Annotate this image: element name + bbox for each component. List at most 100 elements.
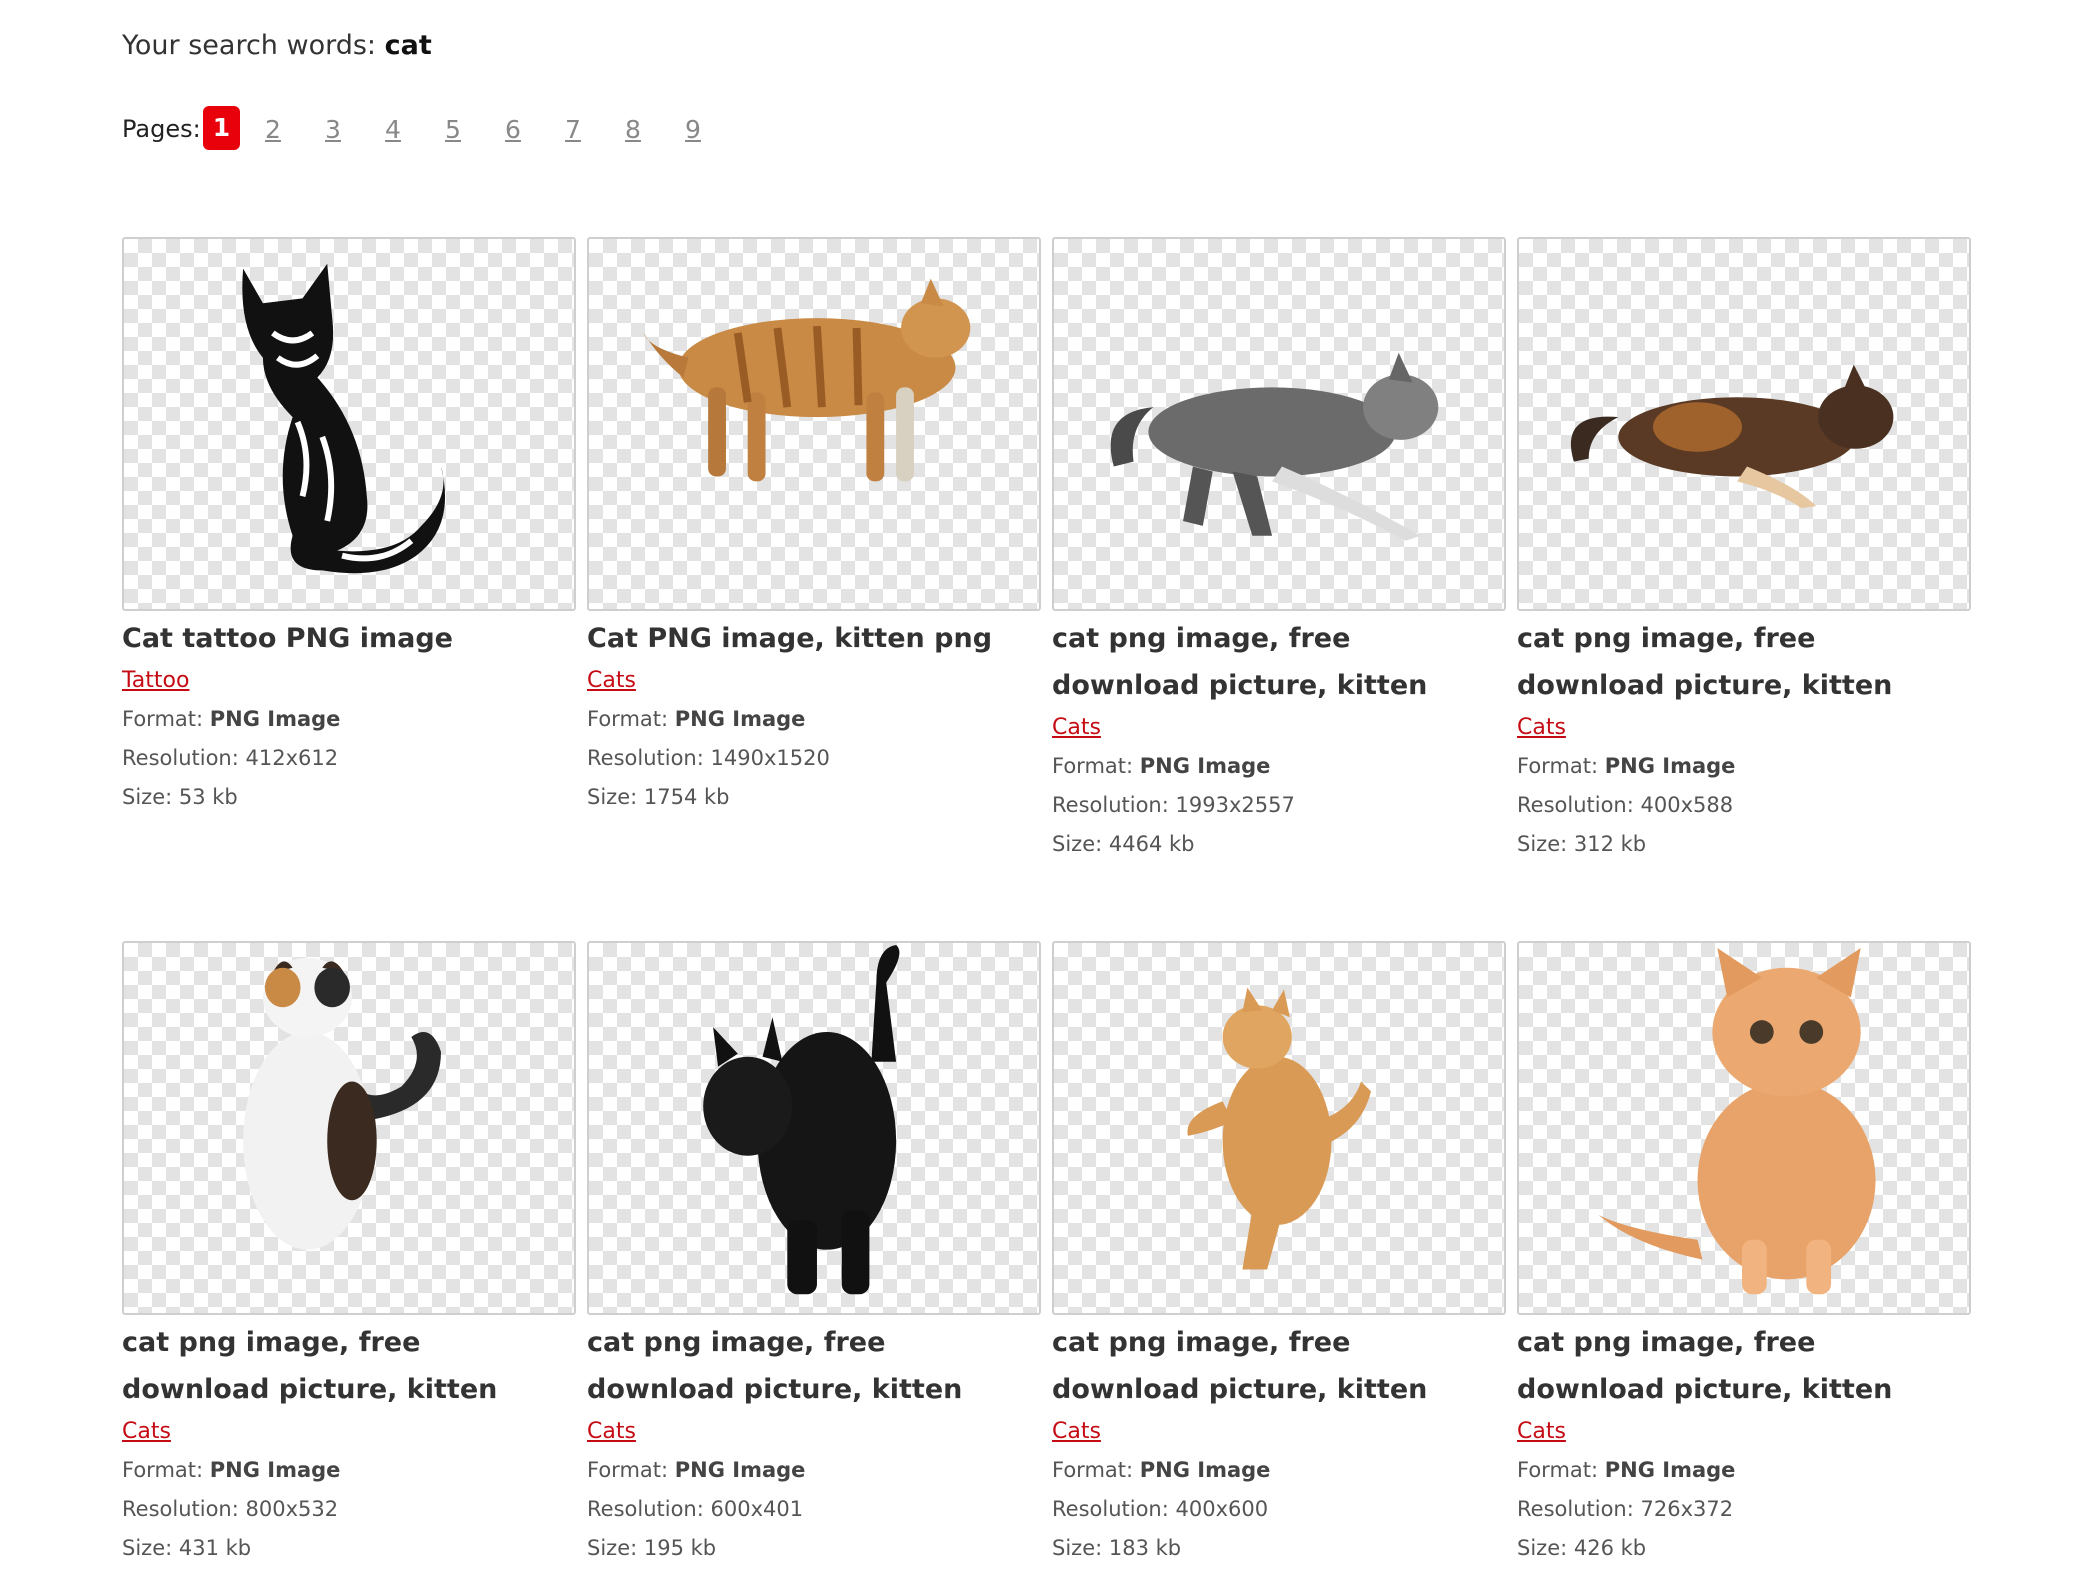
- black-kitten-image: [703, 944, 900, 1295]
- result-resolution: Resolution: 726x372: [1517, 1490, 1971, 1529]
- result-resolution: Resolution: 600x401: [587, 1490, 1041, 1529]
- result-title[interactable]: Cat PNG image, kitten png: [587, 623, 993, 654]
- resolution-label: Resolution:: [122, 746, 239, 770]
- result-meta: cat png image, free download picture, ki…: [1052, 615, 1506, 864]
- result-format: Format: PNG Image: [122, 1451, 576, 1490]
- size-value: 1754 kb: [643, 785, 730, 809]
- search-words-label: Your search words:: [122, 30, 377, 61]
- resolution-value: 726x372: [1640, 1497, 1734, 1521]
- orange-cat-image: [643, 278, 971, 482]
- size-value: 312 kb: [1573, 832, 1647, 856]
- resolution-label: Resolution:: [122, 1497, 239, 1521]
- result-title[interactable]: cat png image, free download picture, ki…: [1517, 1327, 1893, 1405]
- result-format: Format: PNG Image: [122, 700, 576, 739]
- result-size: Size: 431 kb: [122, 1529, 576, 1568]
- result-thumbnail[interactable]: [587, 237, 1041, 611]
- size-label: Size:: [587, 1536, 638, 1560]
- result-category-link[interactable]: Cats: [1517, 1419, 1566, 1444]
- result-thumbnail[interactable]: [1052, 237, 1506, 611]
- result-size: Size: 195 kb: [587, 1529, 1041, 1568]
- page-link[interactable]: 2: [265, 115, 281, 144]
- size-value: 431 kb: [178, 1536, 252, 1560]
- format-label: Format:: [587, 707, 669, 731]
- result-size: Size: 4464 kb: [1052, 825, 1506, 864]
- size-value: 4464 kb: [1108, 832, 1195, 856]
- size-label: Size:: [1052, 832, 1103, 856]
- format-value: PNG Image: [674, 1458, 806, 1482]
- format-label: Format:: [587, 1458, 669, 1482]
- orange-kitten-image: [1598, 947, 1876, 1295]
- result-size: Size: 53 kb: [122, 778, 576, 817]
- result-size: Size: 312 kb: [1517, 825, 1971, 864]
- result-title[interactable]: cat png image, free download picture, ki…: [1517, 623, 1893, 701]
- result-meta: cat png image, free download picture, ki…: [587, 1319, 1041, 1568]
- result-thumbnail[interactable]: [1052, 941, 1506, 1315]
- result-thumbnail[interactable]: [122, 941, 576, 1315]
- format-value: PNG Image: [209, 707, 341, 731]
- result-size: Size: 1754 kb: [587, 778, 1041, 817]
- result-format: Format: PNG Image: [1052, 747, 1506, 786]
- resolution-label: Resolution:: [587, 746, 704, 770]
- result-thumbnail[interactable]: [1517, 941, 1971, 1315]
- result-category-link[interactable]: Cats: [587, 668, 636, 693]
- resolution-label: Resolution:: [1052, 793, 1169, 817]
- format-value: PNG Image: [209, 1458, 341, 1482]
- resolution-label: Resolution:: [1052, 1497, 1169, 1521]
- size-label: Size:: [587, 785, 638, 809]
- pagination-label: Pages:: [122, 115, 201, 143]
- page-link[interactable]: 6: [505, 115, 521, 144]
- search-words: Your search words: cat: [122, 30, 432, 61]
- resolution-value: 412x612: [245, 746, 339, 770]
- format-value: PNG Image: [674, 707, 806, 731]
- size-value: 183 kb: [1108, 1536, 1182, 1560]
- size-label: Size:: [1052, 1536, 1103, 1560]
- size-value: 53 kb: [178, 785, 238, 809]
- result-category-link[interactable]: Cats: [122, 1419, 171, 1444]
- format-value: PNG Image: [1139, 1458, 1271, 1482]
- result-title[interactable]: cat png image, free download picture, ki…: [1052, 623, 1428, 701]
- page-link[interactable]: 9: [685, 115, 701, 144]
- result-category-link[interactable]: Tattoo: [122, 668, 190, 693]
- result-category-link[interactable]: Cats: [587, 1419, 636, 1444]
- page-link[interactable]: 3: [325, 115, 341, 144]
- result-category-link[interactable]: Cats: [1052, 1419, 1101, 1444]
- result-thumbnail[interactable]: [122, 237, 576, 611]
- result-title[interactable]: Cat tattoo PNG image: [122, 623, 453, 654]
- page-current[interactable]: 1: [203, 106, 240, 150]
- resolution-value: 400x600: [1175, 1497, 1269, 1521]
- page-link[interactable]: 5: [445, 115, 461, 144]
- result-title[interactable]: cat png image, free download picture, ki…: [122, 1327, 498, 1405]
- tattoo-cat-image: [242, 263, 446, 574]
- resolution-value: 400x588: [1640, 793, 1734, 817]
- resolution-label: Resolution:: [587, 1497, 704, 1521]
- result-meta: Cat PNG image, kitten png Cats Format: P…: [587, 615, 1041, 817]
- result-title[interactable]: cat png image, free download picture, ki…: [1052, 1327, 1428, 1405]
- page-link[interactable]: 4: [385, 115, 401, 144]
- format-value: PNG Image: [1139, 754, 1271, 778]
- result-resolution: Resolution: 412x612: [122, 739, 576, 778]
- resolution-value: 1993x2557: [1175, 793, 1295, 817]
- result-meta: cat png image, free download picture, ki…: [1517, 1319, 1971, 1568]
- page-link[interactable]: 8: [625, 115, 641, 144]
- format-label: Format:: [1052, 754, 1134, 778]
- result-meta: cat png image, free download picture, ki…: [122, 1319, 576, 1568]
- format-label: Format:: [122, 1458, 204, 1482]
- result-thumbnail[interactable]: [587, 941, 1041, 1315]
- result-size: Size: 426 kb: [1517, 1529, 1971, 1568]
- format-label: Format:: [1517, 1458, 1599, 1482]
- page-link[interactable]: 7: [565, 115, 581, 144]
- result-category-link[interactable]: Cats: [1052, 715, 1101, 740]
- result-resolution: Resolution: 1993x2557: [1052, 786, 1506, 825]
- size-label: Size:: [122, 785, 173, 809]
- result-resolution: Resolution: 400x600: [1052, 1490, 1506, 1529]
- result-meta: cat png image, free download picture, ki…: [1517, 615, 1971, 864]
- gray-tabby-cat-image: [1110, 352, 1439, 541]
- result-resolution: Resolution: 1490x1520: [587, 739, 1041, 778]
- result-format: Format: PNG Image: [1517, 747, 1971, 786]
- result-category-link[interactable]: Cats: [1517, 715, 1566, 740]
- result-thumbnail[interactable]: [1517, 237, 1971, 611]
- result-meta: cat png image, free download picture, ki…: [1052, 1319, 1506, 1568]
- format-label: Format:: [1517, 754, 1599, 778]
- size-value: 195 kb: [643, 1536, 717, 1560]
- result-title[interactable]: cat png image, free download picture, ki…: [587, 1327, 963, 1405]
